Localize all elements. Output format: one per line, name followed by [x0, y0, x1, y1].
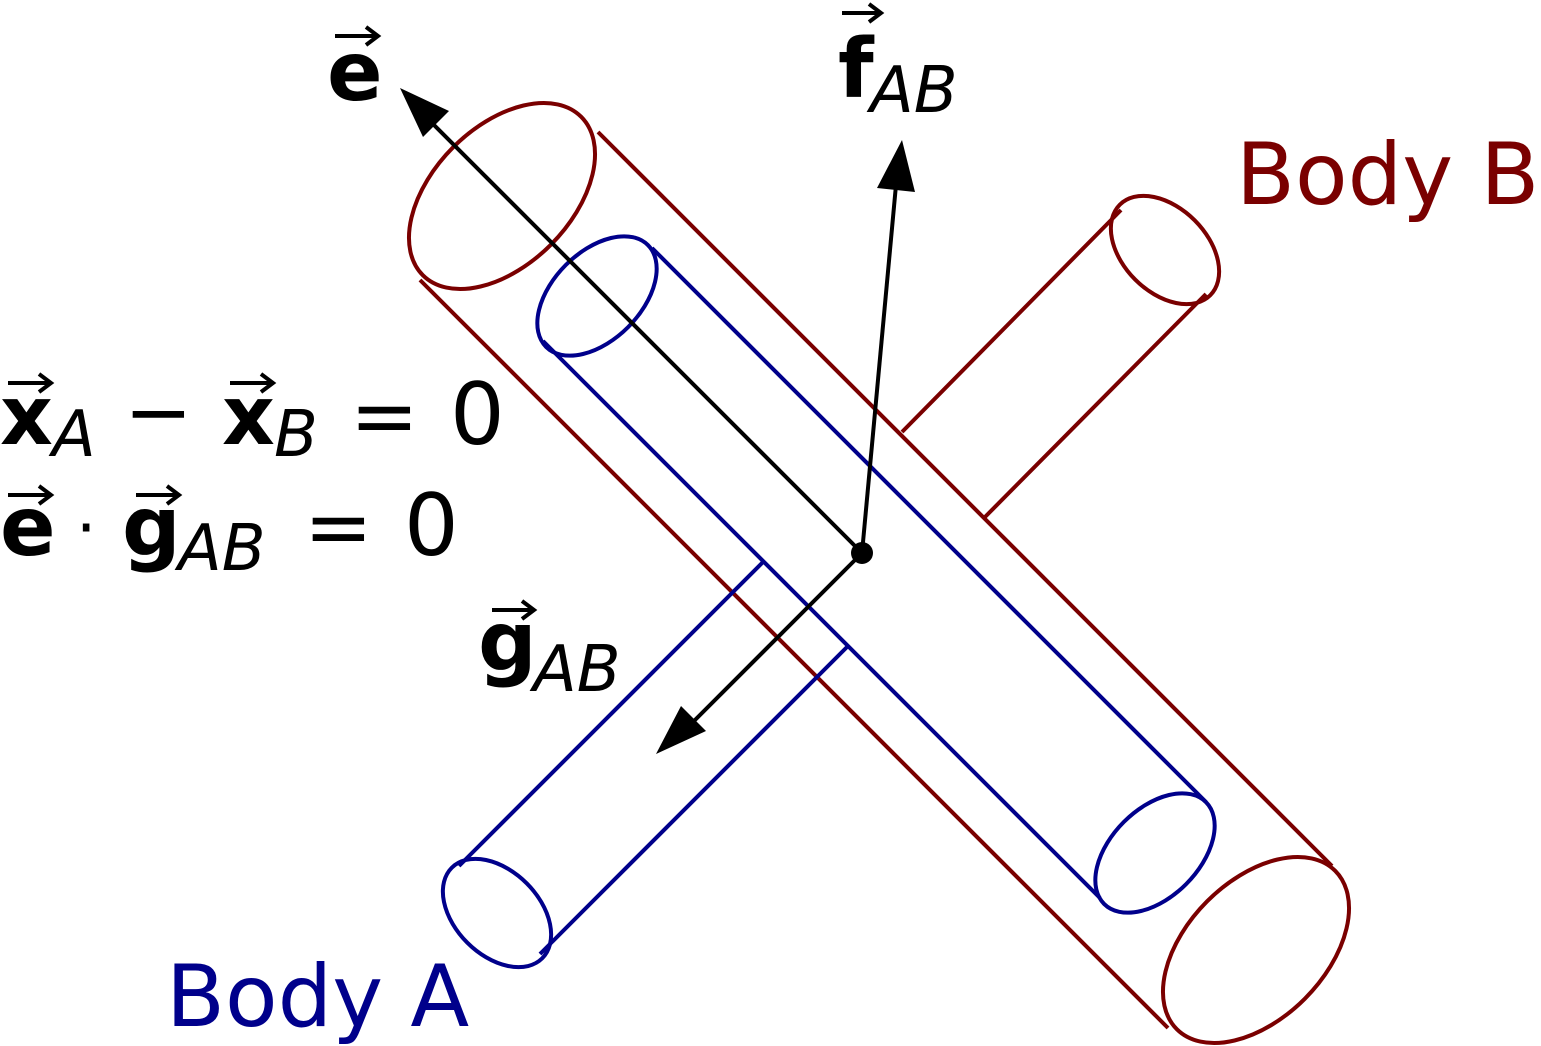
vector-g-subscript: AB [529, 633, 621, 707]
body-a-long-top-cap [535, 234, 659, 358]
eq1-overarrows [8, 372, 277, 394]
equation-1: x A − x B = 0 [0, 365, 505, 472]
eq2-relation: = [304, 480, 373, 575]
body-b-long-upper-edge [596, 130, 1334, 868]
vector-f-symbol: f [838, 22, 875, 117]
vector-g-label: g AB [478, 595, 621, 707]
vector-e-shaft [428, 119, 864, 555]
vector-f-arrowhead [877, 140, 915, 192]
vector-e-arrowhead [400, 88, 449, 137]
body-a-short-cap [440, 856, 554, 970]
joint-point [851, 542, 873, 564]
eq1-relation: = [350, 369, 419, 464]
vector-g-arrowhead [656, 706, 706, 754]
vector-g-overarrow [492, 599, 538, 621]
body-a-long-upper-edge [650, 246, 1208, 804]
body-b-long-lower-edge [418, 278, 1170, 1030]
eq2-term-b-sub: AB [174, 512, 266, 586]
vector-f-subscript: AB [866, 54, 958, 128]
body-a-short-upper-edge [457, 560, 765, 868]
eq2-overarrows [8, 484, 183, 506]
body-a-short-lower-edge [538, 644, 850, 956]
body-b-short-upper-edge [900, 208, 1123, 434]
vector-f-label: f AB [838, 2, 958, 128]
eq1-term-a-sub: A [48, 398, 96, 472]
vector-g-shaft [684, 551, 864, 731]
body-b-long-top-cap [406, 100, 598, 292]
body-b-short-cap [1108, 193, 1222, 307]
vector-f-shaft [860, 184, 898, 554]
body-b [406, 100, 1352, 1046]
vectors [400, 88, 915, 754]
eq1-rhs: 0 [450, 365, 505, 465]
body-a-long-lower-edge [541, 339, 1102, 900]
body-a-label: Body A [166, 947, 469, 1046]
eq1-term-b-sub: B [274, 398, 318, 472]
body-b-label: Body B [1236, 125, 1539, 225]
body-b-short-lower-edge [982, 292, 1208, 520]
vector-e-overarrow [335, 25, 382, 47]
eq2-dot: · [76, 492, 96, 566]
equation-2: e · g AB = 0 [0, 476, 459, 586]
body-a [440, 234, 1217, 970]
body-b-long-bottom-cap [1160, 854, 1352, 1046]
vector-f-overarrow [842, 2, 885, 24]
body-a-long-bottom-cap [1093, 791, 1217, 915]
eq2-rhs: 0 [404, 476, 459, 576]
eq1-operator: − [124, 365, 193, 460]
vector-e-label: e [327, 25, 383, 120]
